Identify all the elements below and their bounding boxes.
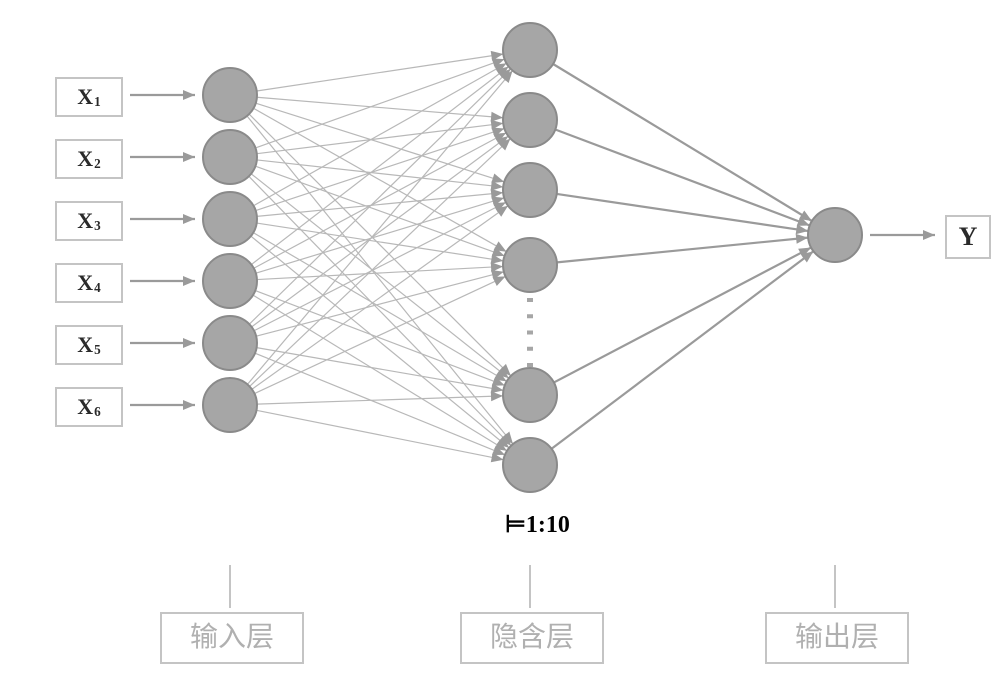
input-label-x1: X1: [55, 77, 123, 117]
network-svg: [0, 0, 1000, 683]
input-label-x5: X5: [55, 325, 123, 365]
input-label-x6: X6: [55, 387, 123, 427]
edges-hidden-output: [552, 64, 814, 449]
layer-label-input: 输入层: [160, 612, 304, 664]
layer-label-output: 输出层: [765, 612, 909, 664]
input-arrows: [130, 90, 195, 410]
input-label-x4: X4: [55, 263, 123, 303]
edges-input-hidden: [247, 51, 513, 462]
input-label-x3: X3: [55, 201, 123, 241]
input-label-x2: X2: [55, 139, 123, 179]
nodes: [203, 23, 862, 492]
output-label-y: Y: [945, 215, 991, 259]
hidden-count-annotation: ⊨1:10: [505, 510, 570, 539]
layer-label-hidden: 隐含层: [460, 612, 604, 664]
ellipsis-icon: [527, 298, 533, 367]
